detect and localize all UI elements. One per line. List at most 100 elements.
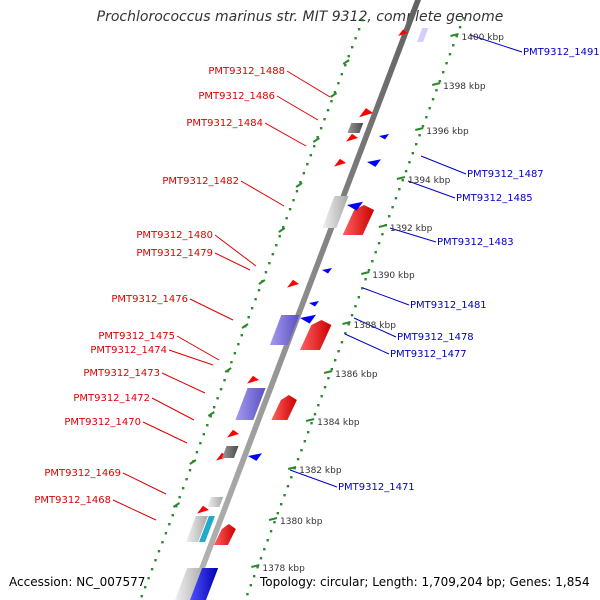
forward-leader [142,421,188,444]
label-leaders [112,34,523,521]
inner-dot [195,451,199,454]
inner-tick [295,182,303,188]
outer-dot [354,305,357,308]
outer-dot [280,503,283,506]
reverse-leader [389,227,437,243]
outer-dot [415,143,418,146]
small-gene [247,375,259,384]
outer-dot [388,215,391,218]
forward-label: PMT9312_1474 [90,345,167,356]
outer-dot [256,566,259,569]
reverse-label: PMT9312_1487 [467,169,544,180]
outer-dot [300,449,303,452]
kbp-label: 1384 kbp [317,418,360,428]
outer-dot [442,71,445,74]
gene-feature [417,28,429,42]
inner-dot [288,208,292,211]
outer-dot [364,278,367,281]
forward-leader [214,234,257,267]
forward-leader [276,95,319,121]
outer-dot [273,521,276,524]
outer-dot [448,53,452,56]
gene-feature [342,205,375,235]
outer-dot [408,161,411,164]
outer-dot [445,62,448,65]
forward-leader [189,298,234,321]
inner-dot [350,46,354,49]
outer-dot [418,134,421,137]
outer-dot [357,296,361,299]
kbp-label: 1394 kbp [408,176,451,186]
inner-dot [188,469,192,472]
inner-dot [185,478,188,481]
small-gene [398,29,408,36]
inner-dot [199,442,202,445]
inner-tick [258,279,266,285]
forward-label: PMT9312_1476 [111,294,188,305]
inner-dot [333,91,337,94]
forward-label: PMT9312_1488 [208,66,285,77]
inner-dot [275,244,278,247]
inner-dot [319,127,323,130]
kbp-label: 1386 kbp [335,370,378,380]
inner-dot [154,559,157,562]
reverse-label: PMT9312_1491 [523,47,600,58]
outer-dot [253,575,256,578]
scale-tick [415,127,424,131]
gene-feature [271,395,297,420]
kbp-label: 1388 kbp [354,321,397,331]
outer-dot [330,368,334,371]
inner-dot [250,307,254,310]
outer-dot [246,593,249,596]
forward-label: PMT9312_1484 [186,118,263,129]
outer-dot [428,107,431,110]
outer-dot [263,548,266,551]
forward-leader [112,499,157,521]
map-title: Prochlorococcus marinus str. MIT 9312, c… [96,9,504,25]
gene-feature [322,196,349,228]
gene-feature [213,524,236,545]
scale-tick [287,466,297,470]
inner-dot [237,343,240,346]
inner-dot [271,253,275,256]
forward-label: PMT9312_1475 [98,331,175,342]
forward-leader [151,397,195,421]
outer-dot [317,404,320,407]
inner-dot [347,55,350,58]
small-gene [197,505,209,514]
reverse-label: PMT9312_1478 [397,332,474,343]
inner-dot [223,379,226,382]
kbp-label: 1382 kbp [299,466,342,476]
kbp-label: 1396 kbp [426,127,469,137]
inner-dot [212,406,216,409]
kbp-label: 1380 kbp [280,517,323,527]
kbp-label: 1390 kbp [372,271,415,281]
outer-dot [307,431,310,434]
outer-dot [347,323,350,326]
outer-dot [377,242,381,245]
inner-dot [344,64,347,67]
reverse-leader [344,333,390,355]
outer-dot [344,332,347,335]
inner-dot [306,163,309,166]
scale-dots [140,17,465,598]
inner-tick [172,502,180,508]
inner-tick [342,59,350,65]
outer-dot [361,287,364,290]
gene-feature [186,516,208,542]
outer-dot [249,584,253,587]
inner-dot [302,172,306,175]
accession-text: Accession: NC_007577 [9,575,146,589]
reverse-label: PMT9312_1483 [437,237,514,248]
scale-tick [342,321,351,325]
kbp-label: 1400 kbp [462,33,505,43]
inner-tick [278,227,286,233]
inner-dot [147,577,150,580]
forward-leader [161,372,206,394]
scale-tick [268,517,278,521]
kbp-label: 1378 kbp [262,564,305,574]
reverse-leader [362,287,410,306]
outer-dot [320,395,323,398]
reverse-leader [353,317,397,338]
